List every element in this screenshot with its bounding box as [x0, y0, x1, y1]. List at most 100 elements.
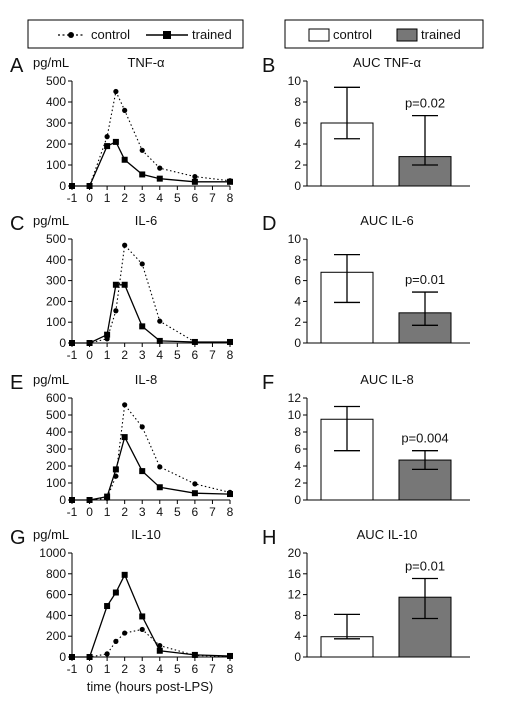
chart-title: TNF-α — [127, 55, 165, 70]
chart-title: AUC IL-10 — [357, 527, 418, 542]
data-point-trained — [227, 652, 233, 659]
y-tick-label: 8 — [294, 95, 301, 109]
data-point-control — [113, 638, 119, 645]
y-tick-label: 4 — [294, 294, 301, 308]
x-tick-label: 0 — [86, 662, 93, 676]
y-tick-label: 8 — [294, 425, 301, 439]
y-tick-label: 400 — [46, 95, 66, 109]
y-tick-label: 10 — [288, 232, 302, 246]
panel-letter-d: D — [262, 213, 276, 235]
x-tick-label: 1 — [104, 348, 111, 362]
data-point-control — [139, 147, 145, 153]
y-tick-label: 8 — [294, 608, 301, 622]
data-point-control — [157, 464, 163, 470]
x-tick-label: 4 — [156, 505, 163, 519]
legend-right-box — [284, 19, 484, 49]
y-tick-label: 100 — [46, 476, 66, 490]
x-tick-label: 5 — [174, 505, 181, 519]
data-point-trained — [156, 484, 163, 491]
y-tick-label: 10 — [288, 408, 302, 422]
x-tick-label: 3 — [139, 505, 146, 519]
y-tick-label: 12 — [288, 588, 302, 602]
y-tick-label: 1000 — [39, 546, 66, 560]
x-tick-label: 4 — [156, 348, 163, 362]
y-tick-label: 2 — [294, 315, 301, 329]
data-point-trained — [191, 178, 198, 185]
data-point-trained — [191, 338, 198, 345]
p-value-label: p=0.004 — [401, 431, 448, 446]
data-point-control — [113, 88, 119, 95]
x-tick-label: 7 — [209, 505, 216, 519]
y-tick-label: 400 — [46, 608, 66, 622]
data-point-trained — [191, 490, 198, 497]
x-tick-label: 6 — [192, 191, 199, 205]
y-tick-label: 0 — [294, 493, 301, 507]
data-point-trained — [156, 647, 163, 654]
x-tick-label: 7 — [209, 348, 216, 362]
x-tick-label: 0 — [86, 505, 93, 519]
y-tick-label: 800 — [46, 567, 66, 581]
y-unit-label: pg/mL — [33, 213, 69, 228]
x-tick-label: 3 — [139, 348, 146, 362]
data-point-trained — [121, 571, 128, 578]
y-tick-label: 200 — [46, 137, 66, 151]
x-tick-label: 5 — [174, 191, 181, 205]
data-point-trained — [139, 468, 146, 475]
data-point-trained — [121, 434, 128, 441]
chart-title: IL-6 — [135, 213, 157, 228]
legend-control-swatch — [308, 28, 330, 42]
chart-title: AUC IL-8 — [360, 372, 413, 387]
y-tick-label: 0 — [59, 179, 66, 193]
data-point-trained — [139, 613, 146, 620]
panel-letter-e: E — [10, 372, 23, 394]
p-value-label: p=0.01 — [405, 558, 445, 573]
data-point-trained — [104, 603, 111, 610]
y-tick-label: 600 — [46, 391, 66, 405]
data-point-trained — [86, 654, 93, 660]
y-unit-label: pg/mL — [33, 527, 69, 542]
legend-control-label: control — [91, 27, 130, 42]
data-point-trained — [227, 491, 233, 498]
p-value-label: p=0.01 — [405, 272, 445, 287]
y-tick-label: 0 — [59, 493, 66, 507]
series-line-control — [72, 628, 231, 658]
data-point-control — [104, 134, 110, 140]
data-point-trained — [104, 493, 111, 500]
chart-title: IL-10 — [131, 527, 161, 542]
y-tick-label: 400 — [46, 425, 66, 439]
data-point-trained — [227, 338, 233, 345]
data-point-control — [192, 481, 198, 487]
y-tick-label: 300 — [46, 274, 66, 288]
data-point-trained — [191, 651, 198, 658]
x-tick-label: 5 — [174, 662, 181, 676]
legend-trained-marker — [163, 31, 171, 39]
data-point-trained — [156, 175, 163, 182]
y-tick-label: 10 — [288, 74, 302, 88]
bar-trained — [398, 312, 452, 344]
legend-control-marker — [68, 32, 74, 38]
x-tick-label: 0 — [86, 348, 93, 362]
x-tick-label: 3 — [139, 191, 146, 205]
x-tick-label: 7 — [209, 191, 216, 205]
legend-trained-swatch — [396, 28, 418, 42]
data-point-control — [104, 651, 110, 657]
data-point-trained — [86, 183, 93, 189]
data-point-trained — [86, 340, 93, 346]
x-tick-label: 2 — [121, 662, 128, 676]
panel-letter-g: G — [10, 527, 26, 549]
bar-control — [320, 636, 374, 658]
y-tick-label: 6 — [294, 116, 301, 130]
y-tick-label: 4 — [294, 137, 301, 151]
data-point-control — [113, 308, 119, 314]
series-line-trained — [72, 284, 230, 344]
data-point-trained — [86, 497, 93, 503]
data-point-control — [157, 165, 163, 171]
data-point-control — [139, 261, 145, 267]
y-tick-label: 2 — [294, 476, 301, 490]
y-tick-label: 0 — [294, 650, 301, 664]
chart-title: AUC IL-6 — [360, 213, 413, 228]
